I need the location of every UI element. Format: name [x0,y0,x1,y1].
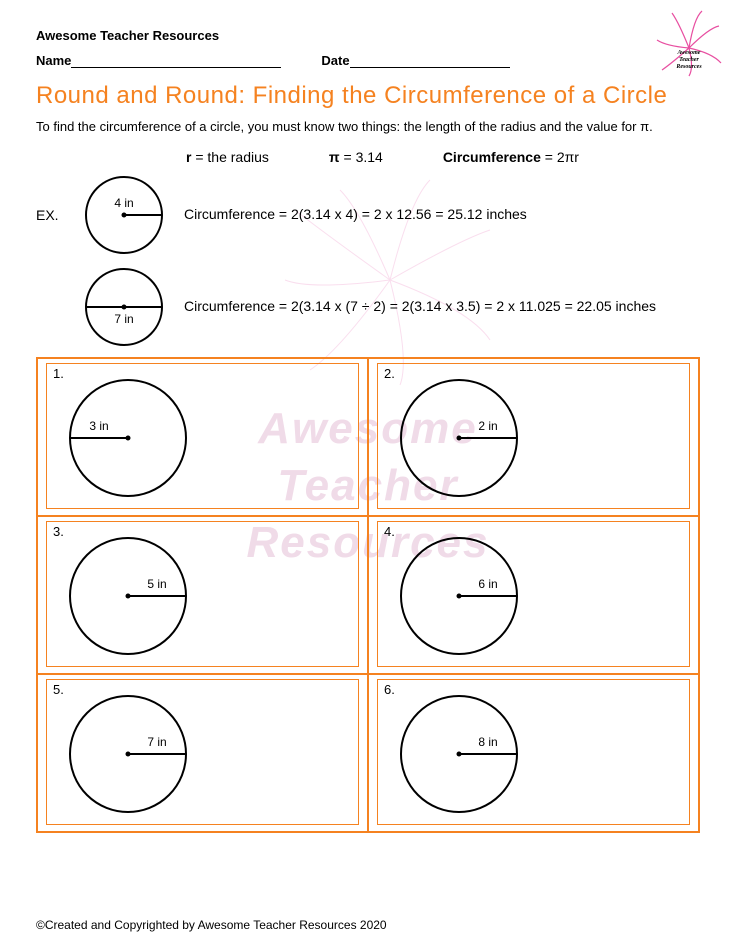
svg-text:7 in: 7 in [114,312,133,326]
def-pi: π = 3.14 [329,149,383,165]
name-date-row: Name Date [36,53,700,68]
def-r: r = the radius [186,149,269,165]
example-label: EX. [36,207,64,223]
svg-text:3 in: 3 in [89,419,108,433]
problem-cell-6[interactable]: 6. 8 in [377,679,690,825]
svg-text:Resources: Resources [675,64,702,70]
date-blank[interactable] [350,54,510,68]
header-brand: Awesome Teacher Resources [36,28,700,43]
problem-circle: 3 in [53,366,203,506]
svg-text:8 in: 8 in [478,735,497,749]
def-circ: Circumference = 2πr [443,149,579,165]
corner-logo: Awesome Teacher Resources [654,8,724,78]
problem-cell-5[interactable]: 5. 7 in [46,679,359,825]
example-circle-radius: 4 in [82,173,166,257]
problems-grid: 1. 3 in 2. 2 in 3. [36,357,700,833]
problem-number: 5. [53,682,64,697]
problem-cell-1[interactable]: 1. 3 in [46,363,359,509]
example-1-text: Circumference = 2(3.14 x 4) = 2 x 12.56 … [184,205,700,225]
problem-number: 4. [384,524,395,539]
svg-text:4 in: 4 in [114,196,133,210]
svg-text:Teacher: Teacher [679,57,699,63]
problem-circle: 2 in [384,366,534,506]
problem-number: 1. [53,366,64,381]
problem-cell-3[interactable]: 3. 5 in [46,521,359,667]
problem-cell-2[interactable]: 2. 2 in [377,363,690,509]
example-2: 7 in Circumference = 2(3.14 x (7 ÷ 2) = … [82,265,700,349]
problem-number: 3. [53,524,64,539]
problem-number: 6. [384,682,395,697]
svg-text:5 in: 5 in [147,577,166,591]
problem-circle: 6 in [384,524,534,664]
svg-text:7 in: 7 in [147,735,166,749]
name-label: Name [36,53,71,68]
example-circle-diameter: 7 in [82,265,166,349]
copyright-footer: ©Created and Copyrighted by Awesome Teac… [36,918,387,932]
svg-text:6 in: 6 in [478,577,497,591]
problem-number: 2. [384,366,395,381]
svg-text:Awesome: Awesome [677,50,701,56]
name-field[interactable]: Name [36,53,281,68]
name-blank[interactable] [71,54,281,68]
date-field[interactable]: Date [321,53,509,68]
problem-circle: 5 in [53,524,203,664]
problem-circle: 8 in [384,682,534,822]
date-label: Date [321,53,349,68]
worksheet-title: Round and Round: Finding the Circumferen… [36,82,700,110]
definitions-row: r = the radius π = 3.14 Circumference = … [186,149,700,165]
problem-cell-4[interactable]: 4. 6 in [377,521,690,667]
problem-circle: 7 in [53,682,203,822]
svg-text:2 in: 2 in [478,419,497,433]
intro-text: To find the circumference of a circle, y… [36,118,700,137]
example-2-text: Circumference = 2(3.14 x (7 ÷ 2) = 2(3.1… [184,297,700,317]
example-1: EX. 4 in Circumference = 2(3.14 x 4) = 2… [36,173,700,257]
